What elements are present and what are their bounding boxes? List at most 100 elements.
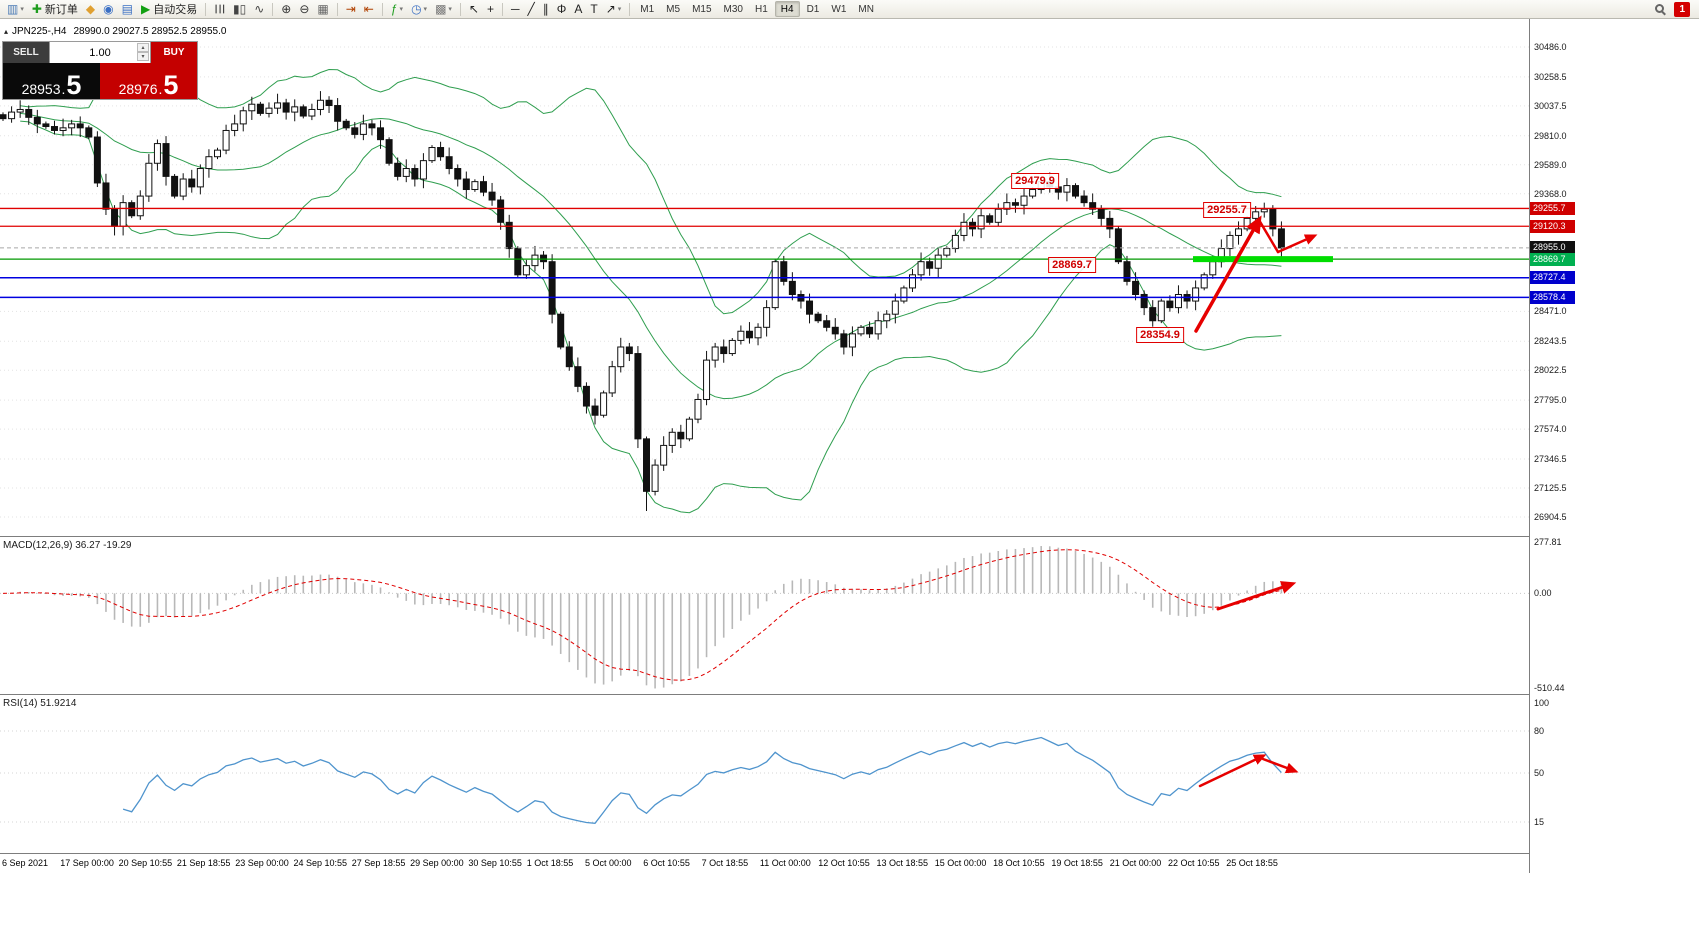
price-tick-label: 29368.0 <box>1534 188 1567 199</box>
price-tick-label: 28243.5 <box>1534 336 1567 347</box>
trendline-tool-icon: ╱ <box>527 2 535 16</box>
chart-shift-button[interactable]: ⇤ <box>361 1 377 17</box>
periods-button[interactable]: ◷ ▾ <box>408 1 430 17</box>
sell-price[interactable]: 28953. 5 <box>3 63 100 99</box>
chart-canvas[interactable] <box>0 19 1529 853</box>
templates-icon: ▩ <box>435 2 447 16</box>
price-marker: 28869.7 <box>1530 252 1575 266</box>
toolbar-separator <box>502 2 503 16</box>
new-order-icon: ✚ <box>31 2 42 16</box>
price-scale[interactable]: 29255.7 29120.3 28955.0 28869.7 28727.4 28578… <box>1529 19 1699 873</box>
channel-tool-button[interactable]: ∥ <box>540 1 552 17</box>
tf-m5-button[interactable]: M5 <box>666 3 681 15</box>
macd-signal-line <box>2 549 1282 681</box>
tf-w1-button[interactable]: W1 <box>831 3 847 15</box>
tf-m1-button[interactable]: M1 <box>640 3 655 15</box>
chart-area: ▴ JPN225-,H4 28990.0 29027.5 28952.5 28955… <box>0 19 1699 945</box>
chart-symbol-period: JPN225-,H4 <box>12 26 67 37</box>
bars-mode-button[interactable]: ☰ <box>211 1 228 17</box>
notifications-badge[interactable]: 1 <box>1674 1 1690 17</box>
buy-price-main: 28976 <box>118 80 158 97</box>
profiles-button[interactable]: ◉ <box>100 1 116 17</box>
volume-value: 1.00 <box>89 46 111 59</box>
tf-h1-button[interactable]: H1 <box>754 3 768 15</box>
tf-m15-button[interactable]: M15 <box>692 3 712 15</box>
price-annotation[interactable]: 29479.9 <box>1011 173 1059 190</box>
tf-d1-button[interactable]: D1 <box>806 3 820 15</box>
indicators-button[interactable]: ƒ ▾ <box>388 1 406 17</box>
tf-mn-button[interactable]: MN <box>858 3 874 15</box>
price-annotation[interactable]: 29255.7 <box>1203 202 1251 219</box>
cursor-icon: ↖ <box>468 2 479 16</box>
buy-button[interactable]: BUY <box>151 42 197 63</box>
label-tool-button[interactable]: T <box>587 1 600 17</box>
rsi-scale-label: 100 <box>1534 698 1550 708</box>
tf-m30-button[interactable]: M30 <box>723 3 743 15</box>
time-label: 21 Oct 00:00 <box>1109 858 1162 868</box>
auto-scroll-icon: ⇥ <box>345 2 356 16</box>
price-annotation[interactable]: 28354.9 <box>1136 326 1184 343</box>
autotrading-button[interactable]: ▶ 自动交易 <box>138 1 200 17</box>
new-order-button[interactable]: ✚ 新订单 <box>29 1 81 17</box>
price-marker: 28955.0 <box>1530 241 1575 255</box>
rsi-value: 51.9214 <box>40 698 77 709</box>
fibonacci-tool-button[interactable]: Φ <box>554 1 570 17</box>
toolbar: ▥ ▾ ✚ 新订单 ◆ ◉ ▤ ▶ 自动交易 ☰ ▮▯ ∿ ⊕ ⊖ ▦ ⇥ ⇤ ƒ ▾ ◷ ▾ ▩ ▾ ↖ + ─ ╱ ∥ Φ A T ↗ ▾ M… <box>0 0 1699 19</box>
toolbar-separator <box>459 2 461 16</box>
zoom-out-button[interactable]: ⊖ <box>296 1 312 17</box>
time-label: 6 Oct 10:55 <box>643 858 690 868</box>
auto-scroll-button[interactable]: ⇥ <box>343 1 359 17</box>
sell-button[interactable]: SELL <box>3 42 49 63</box>
volume-input[interactable]: 1.00 ▴ ▾ <box>49 42 151 63</box>
time-label: 15 Oct 00:00 <box>934 858 987 868</box>
dropdown-arrow-icon: ▾ <box>399 6 404 13</box>
compass-button[interactable]: ◆ <box>83 1 98 17</box>
search-button[interactable] <box>1651 1 1671 17</box>
trade-prices-row: 28953. 5 28976. 5 <box>3 63 197 99</box>
periods-icon: ◷ <box>411 2 422 16</box>
dropdown-arrow-icon: ▾ <box>448 6 452 13</box>
time-label: 22 Oct 10:55 <box>1168 858 1220 868</box>
macd-scale-label: 0.00 <box>1534 588 1552 599</box>
data-window-button[interactable]: ▤ <box>119 1 136 17</box>
symbol-collapse-icon[interactable]: ▴ <box>4 27 9 36</box>
volume-increase-button[interactable]: ▴ <box>137 43 149 52</box>
profiles-icon: ◉ <box>103 2 114 16</box>
price-tick-label: 28471.0 <box>1534 306 1567 317</box>
cursor-button[interactable]: ↖ <box>466 1 482 17</box>
price-marker: 28727.4 <box>1530 271 1575 285</box>
time-label: 20 Sep 10:55 <box>118 858 173 868</box>
new-order-button-label: 新订单 <box>44 4 78 16</box>
time-scale[interactable]: 6 Sep 2021 17 Sep 00:00 20 Sep 10:55 21 Sep… <box>0 853 1529 874</box>
crosshair-button[interactable]: + <box>484 1 497 17</box>
zoom-in-button[interactable]: ⊕ <box>278 1 294 17</box>
templates-button[interactable]: ▩ ▾ <box>432 1 455 17</box>
trend-arrows[interactable] <box>1194 215 1318 788</box>
time-label: 27 Sep 18:55 <box>351 858 406 868</box>
autotrading-button-label: 自动交易 <box>153 4 198 16</box>
trendline-tool-button[interactable]: ╱ <box>525 1 538 17</box>
volume-decrease-button[interactable]: ▾ <box>137 52 149 61</box>
tf-h4-button[interactable]: H4 <box>774 1 800 17</box>
sell-price-pip: 5 <box>66 70 82 101</box>
tile-windows-button[interactable]: ▦ <box>314 1 331 17</box>
buy-price-dot: . <box>158 81 163 97</box>
new-chart-button[interactable]: ▥ ▾ <box>4 1 27 17</box>
line-mode-button[interactable]: ∿ <box>251 1 267 17</box>
candles-mode-button[interactable]: ▮▯ <box>230 1 249 17</box>
volume-spinner: ▴ ▾ <box>137 43 149 61</box>
hline-tool-button[interactable]: ─ <box>508 1 523 17</box>
toolbar-separator <box>205 2 207 16</box>
text-tool-button[interactable]: A <box>571 1 585 17</box>
arrows-tool-icon: ↗ <box>605 2 616 16</box>
macd-value-signal: -19.29 <box>103 540 132 551</box>
time-label: 19 Oct 18:55 <box>1051 858 1103 868</box>
price-tick-label: 29589.0 <box>1534 159 1567 170</box>
price-annotation[interactable]: 28869.7 <box>1048 257 1096 274</box>
rsi-scale-label: 80 <box>1534 726 1545 736</box>
buy-price[interactable]: 28976. 5 <box>100 63 197 99</box>
time-label: 30 Sep 10:55 <box>468 858 522 868</box>
price-tick-label: 29810.0 <box>1534 130 1567 141</box>
arrows-tool-button[interactable]: ↗ ▾ <box>603 1 625 17</box>
